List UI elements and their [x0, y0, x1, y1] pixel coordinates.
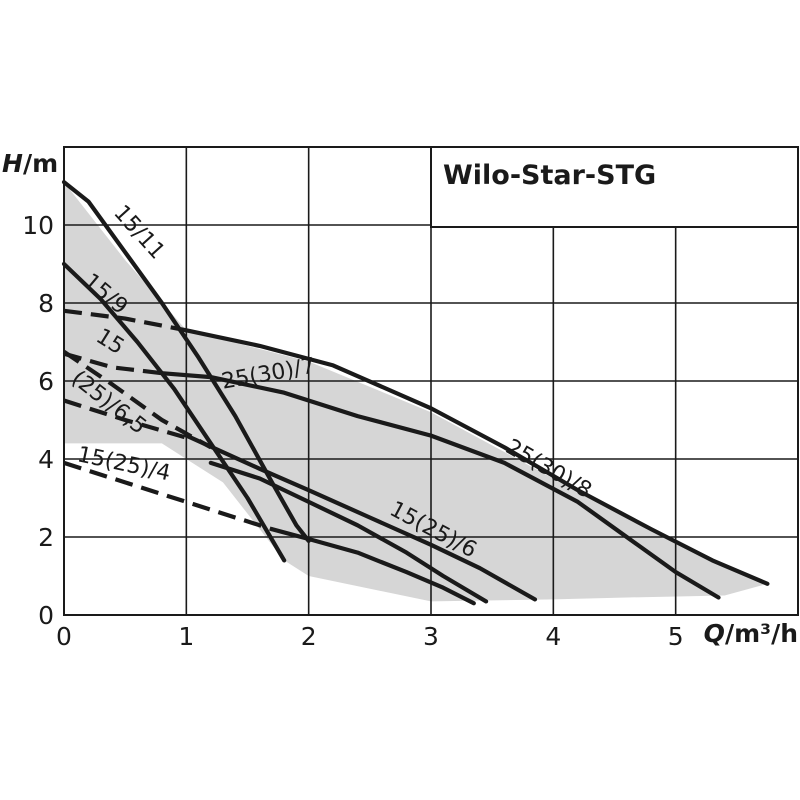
- x-tick-label: 2: [301, 622, 317, 651]
- x-tick-label: 3: [423, 622, 439, 651]
- curve-15-11-dashed: [63, 308, 187, 333]
- x-tick-labels: 0 1 2 3 4 5: [56, 622, 684, 651]
- envelope-area: [64, 182, 768, 602]
- y-tick-label: 2: [38, 523, 54, 552]
- chart-title: Wilo-Star-STG: [443, 160, 656, 191]
- x-tick-label: 1: [178, 622, 194, 651]
- curve-15-25-6: [184, 433, 538, 602]
- curve-15-25-6-dashed: [63, 398, 187, 440]
- curve-25-30-8: [184, 328, 770, 586]
- curve-15-25-6-5: [208, 460, 489, 604]
- x-axis-unit: /m³/h: [725, 619, 798, 648]
- curve-15-25-4-dashed: [63, 460, 273, 532]
- x-axis-title: Q/m³/h: [704, 619, 798, 648]
- y-axis-unit: /m: [23, 149, 58, 178]
- curve-15-25-6-5-dashed: [62, 350, 212, 450]
- y-tick-label: 0: [38, 601, 54, 630]
- y-tick-label: 10: [22, 211, 54, 240]
- curve-15-9: [61, 261, 287, 563]
- y-axis-title: H/m: [2, 149, 58, 178]
- curve-15-25-4: [269, 527, 476, 606]
- curve-15-11: [61, 180, 311, 544]
- title-box-border: [430, 146, 799, 228]
- pump-curves: [61, 180, 770, 606]
- x-tick-label: 4: [545, 622, 561, 651]
- y-tick-labels: 0 2 4 6 8 10: [22, 211, 54, 630]
- y-tick-label: 4: [38, 445, 54, 474]
- curve-25-30-7-dashed: [63, 351, 163, 376]
- x-axis-var: Q: [704, 619, 725, 648]
- title-box: Wilo-Star-STG: [430, 146, 799, 228]
- curve-25-30-7: [159, 371, 721, 600]
- operating-envelope: [64, 182, 768, 602]
- y-tick-label: 8: [38, 289, 54, 318]
- y-tick-label: 6: [38, 367, 54, 396]
- x-tick-label: 0: [56, 622, 72, 651]
- x-tick-label: 5: [668, 622, 684, 651]
- y-axis-var: H: [2, 149, 23, 178]
